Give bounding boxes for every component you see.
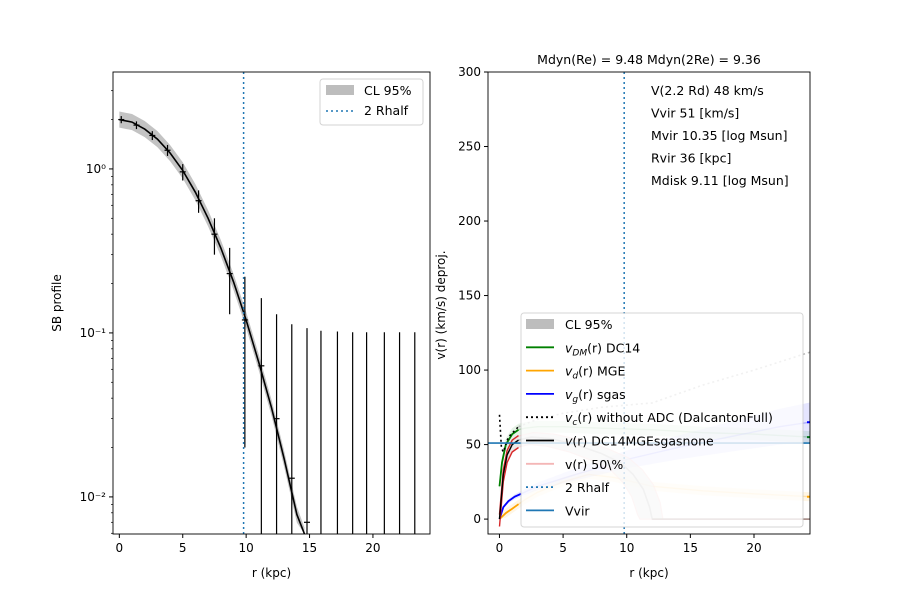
annotation-line: Mdisk 9.11 [log Msun] [651, 173, 789, 188]
legend-label-sub: d [572, 372, 578, 382]
legend-label-main: v [565, 340, 573, 355]
annotation-line: Mvir 10.35 [log Msun] [651, 128, 787, 143]
x-tick-label: 5 [179, 541, 187, 555]
legend-label-cl95: CL 95% [364, 83, 412, 98]
x-axis-label: r (kpc) [629, 566, 668, 580]
y-tick-label: 100 [458, 363, 481, 377]
legend-frame [520, 312, 804, 528]
y-tick-label: 50 [466, 438, 481, 452]
legend-label-rest: (r) without ADC (DalcantonFull) [577, 410, 773, 425]
annotation-line: Rvir 36 [kpc] [651, 151, 731, 166]
legend-label-rest: (r) DC14 [587, 340, 640, 355]
x-tick-label: 15 [302, 541, 317, 555]
legend-label: vDM(r) DC14 [565, 340, 640, 358]
axes-frame [487, 71, 811, 535]
legend-label-main: v [565, 410, 573, 425]
y-axis-label: v(r) (km/s) deproj. [434, 250, 448, 359]
annotation-line: V(2.2 Rd) 48 km/s [651, 83, 764, 98]
legend-label: v(r) DC14MGEsgasnone [565, 434, 714, 449]
y-axis-label: SB profile [50, 274, 64, 332]
legend-label: Vvir [565, 503, 590, 518]
legend-swatch-cl95 [326, 85, 354, 95]
legend-label-rest: (r) DC14MGEsgasnone [572, 434, 714, 449]
legend-label: CL 95% [565, 317, 613, 332]
legend-label-sub: g [572, 395, 578, 405]
right-annotations: V(2.2 Rd) 48 km/s Vvir 51 [km/s] Mvir 10.3… [651, 83, 789, 188]
legend-label-rest: (r) sgas [578, 387, 626, 402]
legend-label-main: v [565, 387, 573, 402]
legend-label: v(r) 50\% [565, 457, 623, 472]
x-axis-label: r (kpc) [252, 566, 291, 580]
legend-label-2rhalf: 2 Rhalf [364, 103, 409, 118]
x-tick-label: 15 [683, 541, 698, 555]
x-tick-label: 20 [746, 541, 761, 555]
y-tick-label: 300 [458, 65, 481, 79]
y-tick-label: 250 [458, 140, 481, 154]
curve-2-inner [498, 492, 522, 520]
x-tick-label: 20 [365, 541, 380, 555]
axes-frame [112, 71, 431, 535]
annotation-line: Vvir 51 [km/s] [651, 106, 739, 121]
y-tick-label: 10⁻¹ [80, 326, 107, 340]
x-tick-label: 0 [116, 541, 124, 555]
curve-1-inner [498, 503, 520, 520]
legend: CL 95% 2 Rhalf [319, 78, 424, 126]
x-tick-label: 5 [559, 541, 567, 555]
y-tick-label: 10⁰ [86, 162, 106, 176]
legend-label-main: v [565, 434, 573, 449]
y-tick-label: 10⁻² [80, 490, 107, 504]
legend-label-main: v [565, 364, 573, 379]
plot-area [118, 72, 416, 534]
right-title: Mdyn(Re) = 9.48 Mdyn(2Re) = 9.36 [537, 52, 761, 67]
legend-label: vg(r) sgas [565, 387, 626, 405]
y-tick-label: 200 [458, 214, 481, 228]
x-tick-label: 10 [619, 541, 634, 555]
y-tick-label: 150 [458, 289, 481, 303]
legend-label-rest: (r) MGE [578, 364, 625, 379]
legend-label-sub: c [572, 418, 577, 428]
curve-3-inner [498, 414, 520, 455]
legend-label-sub: DM [572, 348, 587, 358]
x-tick-label: 10 [238, 541, 253, 555]
y-tick-label: 0 [473, 512, 481, 526]
legend-label: vc(r) without ADC (DalcantonFull) [565, 410, 773, 428]
legend-label: vd(r) MGE [565, 364, 625, 382]
legend-label: 2 Rhalf [565, 480, 610, 495]
legend-swatch [526, 319, 554, 329]
x-tick-label: 0 [496, 541, 504, 555]
sb-profile-axes: 0 5 10 15 20 10⁻² 10⁻¹ 10⁰ r (kpc) SB profile CL 9… [50, 71, 431, 580]
